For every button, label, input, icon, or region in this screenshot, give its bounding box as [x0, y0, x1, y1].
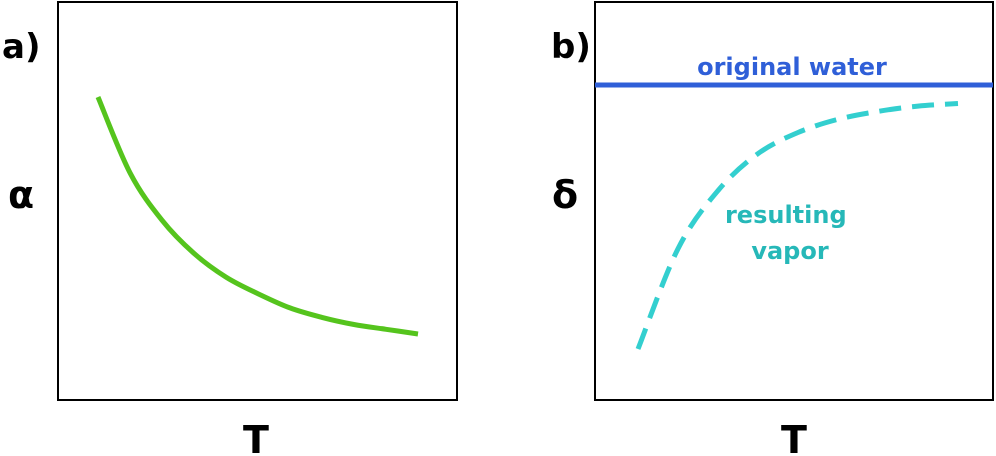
panel-b: b) δ T original water resulting vapor [551, 1, 994, 456]
resulting-vapor-label: resulting vapor [725, 201, 855, 265]
panel-a-x-axis-label: T [243, 418, 269, 456]
panel-b-plot-frame [594, 1, 994, 401]
panel-a: a) α T [2, 1, 458, 456]
original-water-label: original water [697, 53, 887, 81]
resulting-vapor-label-line2: vapor [751, 237, 829, 265]
resulting-vapor-curve [635, 101, 959, 350]
panel-b-x-axis-label: T [781, 418, 807, 456]
panel-a-label: a) [2, 27, 40, 67]
alpha-curve [95, 96, 419, 337]
panel-a-y-axis-label: α [8, 173, 34, 217]
panel-b-y-axis-label: δ [552, 173, 578, 217]
panel-b-label: b) [551, 27, 591, 67]
resulting-vapor-label-line1: resulting [725, 201, 847, 229]
panel-a-plot-frame [57, 1, 458, 401]
